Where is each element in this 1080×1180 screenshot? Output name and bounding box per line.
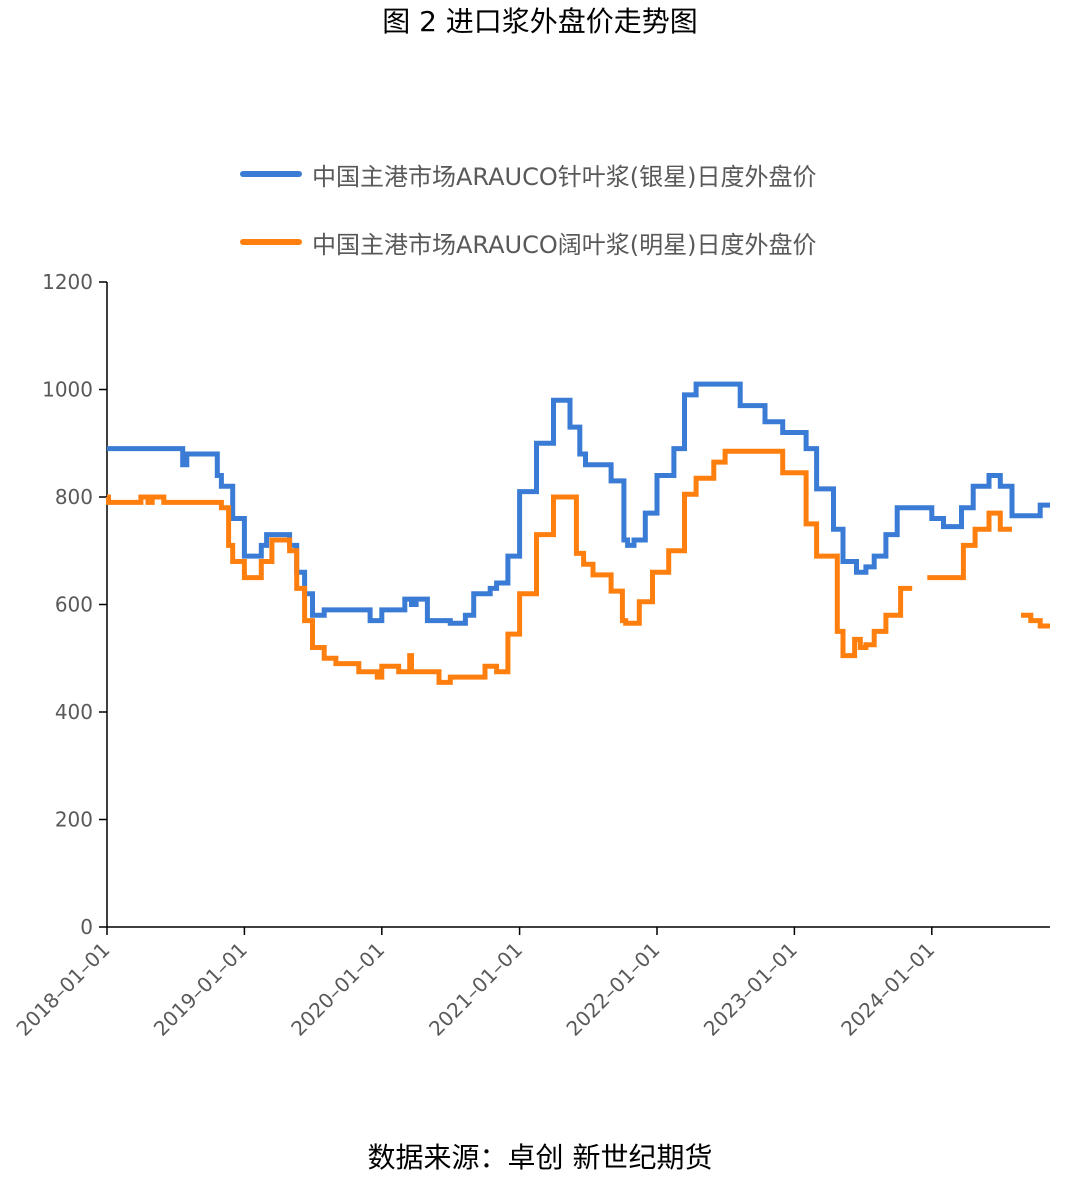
y-tick-label: 600 [55,593,93,617]
series-line-1-segment-0 [106,448,913,685]
x-tick-label: 2022–01–01 [561,938,664,1041]
x-tick-label: 2023–01–01 [699,938,802,1041]
data-source-note: 数据来源：卓创 新世纪期货 [367,1141,713,1174]
x-tick-label: 2020–01–01 [286,938,389,1041]
legend-item-softwood: 中国主港市场ARAUCO针叶浆(银星)日度外盘价 [240,140,1040,208]
legend-label-hardwood: 中国主港市场ARAUCO阔叶浆(明星)日度外盘价 [312,230,817,259]
y-tick-label: 400 [55,700,93,724]
y-tick-label: 800 [55,485,93,509]
x-tick-label: 2024–01–01 [836,938,939,1041]
x-tick-label: 2021–01–01 [424,938,527,1041]
x-tick-label: 2018–01–01 [11,938,114,1041]
series-line-0-segment-0 [107,381,1050,626]
figure-title: 图 2 进口浆外盘价走势图 [382,5,698,38]
legend-swatch-hardwood [240,239,302,245]
legend-item-hardwood: 中国主港市场ARAUCO阔叶浆(明星)日度外盘价 [240,208,1040,276]
legend-swatch-softwood [240,171,302,177]
series-line-1-segment-1 [927,510,1012,581]
y-tick-label: 1200 [42,270,93,294]
series-line-1-segment-2 [1021,612,1050,629]
x-tick-label: 2019–01–01 [149,938,252,1041]
line-chart: 0 200 400 600 800 1000 1200 2018–01–01 2019–01–0… [11,270,1050,1041]
y-tick-label: 0 [80,915,93,939]
chart-legend: 中国主港市场ARAUCO针叶浆(银星)日度外盘价 中国主港市场ARAUCO阔叶浆… [240,140,1040,276]
legend-label-softwood: 中国主港市场ARAUCO针叶浆(银星)日度外盘价 [312,162,817,191]
y-tick-label: 1000 [42,378,93,402]
y-tick-label: 200 [55,808,93,832]
